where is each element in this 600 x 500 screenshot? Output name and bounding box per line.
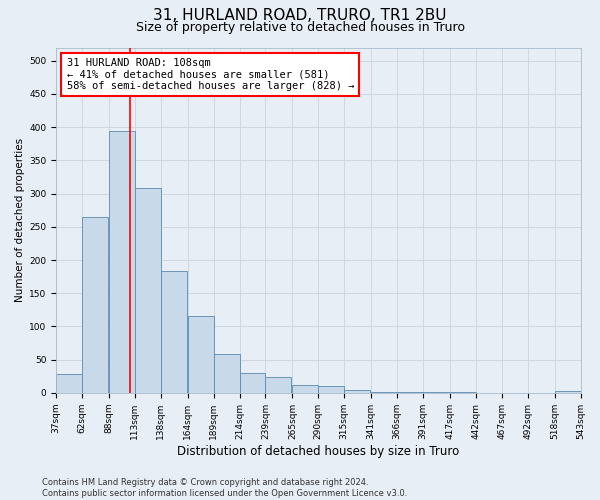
Bar	[109, 130, 135, 393]
Bar	[319, 386, 344, 393]
Text: 31, HURLAND ROAD, TRURO, TR1 2BU: 31, HURLAND ROAD, TRURO, TR1 2BU	[153, 8, 447, 22]
Bar	[292, 385, 319, 393]
Bar	[56, 374, 82, 393]
X-axis label: Distribution of detached houses by size in Truro: Distribution of detached houses by size …	[177, 444, 460, 458]
Bar	[214, 354, 239, 393]
Text: Contains HM Land Registry data © Crown copyright and database right 2024.
Contai: Contains HM Land Registry data © Crown c…	[42, 478, 407, 498]
Bar	[397, 392, 423, 393]
Bar	[344, 390, 370, 393]
Bar	[82, 217, 108, 393]
Bar	[188, 316, 214, 393]
Bar	[239, 373, 265, 393]
Bar	[161, 272, 187, 393]
Y-axis label: Number of detached properties: Number of detached properties	[15, 138, 25, 302]
Text: Size of property relative to detached houses in Truro: Size of property relative to detached ho…	[136, 21, 464, 34]
Bar	[265, 377, 292, 393]
Bar	[450, 392, 476, 393]
Bar	[371, 392, 397, 393]
Bar	[554, 391, 581, 393]
Text: 31 HURLAND ROAD: 108sqm
← 41% of detached houses are smaller (581)
58% of semi-d: 31 HURLAND ROAD: 108sqm ← 41% of detache…	[67, 58, 354, 91]
Bar	[423, 392, 449, 393]
Bar	[135, 188, 161, 393]
